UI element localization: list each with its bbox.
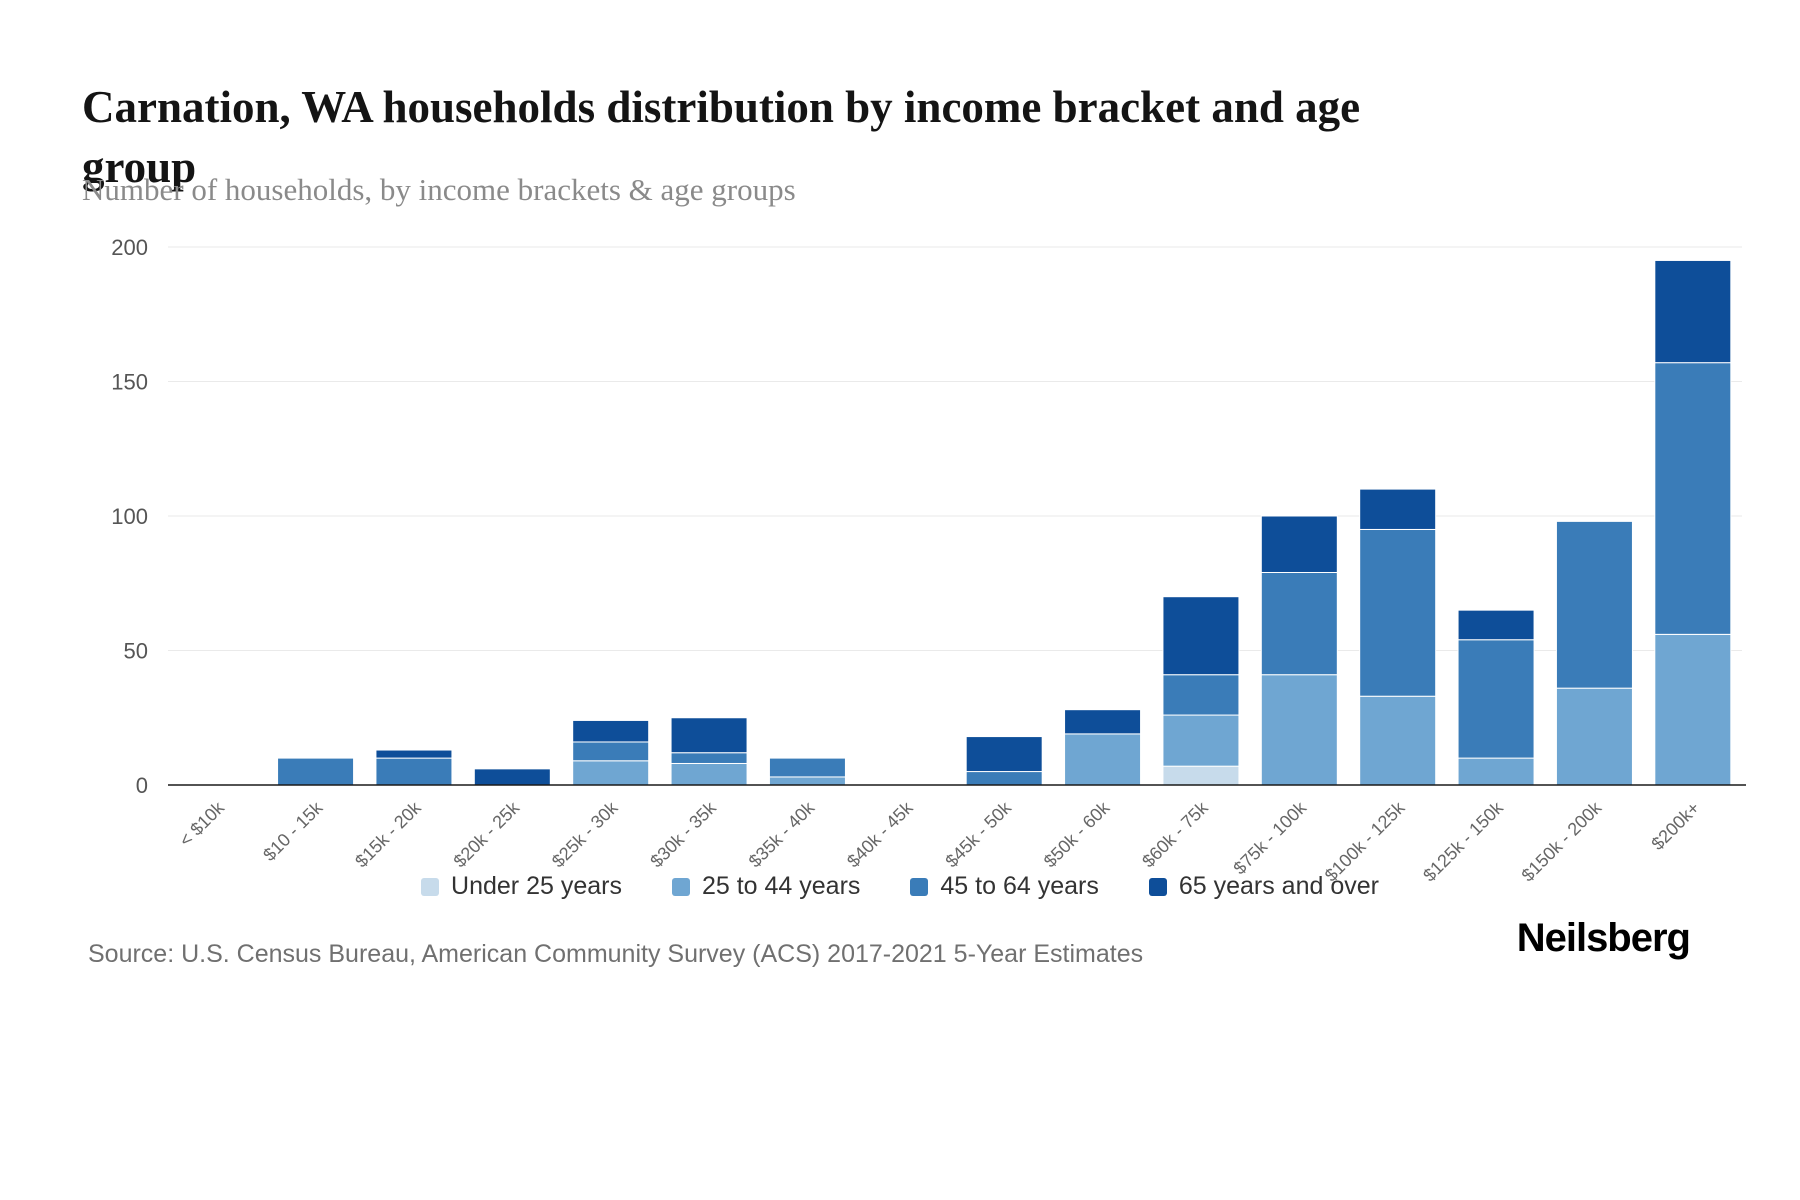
- bar-segment[interactable]: [1260, 571, 1338, 676]
- legend-label: 25 to 44 years: [701, 872, 861, 900]
- bar-segment[interactable]: [965, 736, 1043, 773]
- neilsberg-logo: Neilsberg: [1516, 916, 1691, 960]
- chart-subtitle: Number of households, by income brackets…: [82, 172, 796, 207]
- legend-swatch: [671, 877, 690, 896]
- x-tick-label: $60k - 75k: [1138, 797, 1212, 871]
- x-tick-label: $15k - 20k: [351, 797, 425, 871]
- chart-title: Carnation, WA households distribution by…: [82, 82, 1361, 192]
- bar-segment[interactable]: [965, 771, 1043, 786]
- bar-segment[interactable]: [670, 752, 748, 764]
- legend-swatch: [421, 877, 440, 896]
- y-tick-label: 0: [136, 773, 148, 798]
- bar-segment[interactable]: [473, 768, 551, 786]
- y-tick-label: 150: [111, 370, 148, 395]
- bar-segment[interactable]: [1260, 674, 1338, 786]
- legend-label: 45 to 64 years: [940, 872, 1099, 900]
- bar-segment[interactable]: [1162, 674, 1240, 716]
- bar-segment[interactable]: [670, 762, 748, 786]
- bar-segment[interactable]: [572, 719, 650, 743]
- x-tick-label: $40k - 45k: [843, 797, 917, 871]
- bar-segment[interactable]: [1359, 528, 1437, 697]
- legend-label: Under 25 years: [451, 872, 622, 900]
- y-tick-label: 100: [111, 504, 148, 529]
- x-tick-label: $30k - 35k: [646, 797, 720, 871]
- x-tick-label: $75k - 100k: [1229, 797, 1310, 878]
- legend-swatch: [1148, 877, 1167, 896]
- x-tick-label: < $10k: [175, 797, 228, 850]
- chart-legend: Under 25 years 25 to 44 years 45 to 64 yea…: [0, 872, 1800, 901]
- x-tick-label: $200k+: [1647, 798, 1703, 854]
- bar-segment[interactable]: [1654, 362, 1732, 635]
- x-tick-label: $35k - 40k: [745, 797, 819, 871]
- bar-segment[interactable]: [1654, 633, 1732, 786]
- bar-segment[interactable]: [375, 749, 453, 759]
- source-note: Source: U.S. Census Bureau, American Com…: [88, 940, 1144, 968]
- bar-segment[interactable]: [1654, 259, 1732, 364]
- bar-segment[interactable]: [1457, 757, 1535, 786]
- bar-segment[interactable]: [1555, 687, 1633, 786]
- y-tick-label: 50: [124, 639, 148, 664]
- x-tick-label: $20k - 25k: [450, 797, 524, 871]
- x-tick-label: $50k - 60k: [1040, 797, 1114, 871]
- bar-segment[interactable]: [1457, 609, 1535, 641]
- bar-segment[interactable]: [1162, 596, 1240, 676]
- bar-segment[interactable]: [768, 757, 846, 778]
- bar-segment[interactable]: [277, 757, 355, 786]
- legend-label: 65 years and over: [1178, 872, 1379, 900]
- bar-segment[interactable]: [1162, 765, 1240, 786]
- legend-item[interactable]: 45 to 64 years: [910, 872, 1099, 901]
- bar-segment[interactable]: [375, 757, 453, 786]
- bar-segment[interactable]: [1359, 488, 1437, 530]
- bar-segment[interactable]: [1162, 714, 1240, 767]
- legend-item[interactable]: Under 25 years: [421, 872, 622, 901]
- bar-segment[interactable]: [1359, 695, 1437, 786]
- bar-segment[interactable]: [670, 717, 748, 754]
- bar-segment[interactable]: [1457, 639, 1535, 759]
- bar-segment[interactable]: [1260, 515, 1338, 573]
- bar-segment[interactable]: [572, 741, 650, 762]
- legend-item[interactable]: 65 years and over: [1148, 872, 1379, 901]
- bar-segment[interactable]: [572, 760, 650, 786]
- x-tick-label: $10 - 15k: [259, 797, 327, 865]
- bar-segment[interactable]: [768, 776, 846, 786]
- x-tick-label: $45k - 50k: [941, 797, 1015, 871]
- x-tick-label: $25k - 30k: [548, 797, 622, 871]
- y-tick-label: 200: [111, 235, 148, 260]
- bar-segment[interactable]: [1555, 520, 1633, 689]
- legend-item[interactable]: 25 to 44 years: [671, 872, 861, 901]
- bar-segment[interactable]: [1064, 709, 1142, 735]
- bar-segment[interactable]: [1064, 733, 1142, 786]
- legend-swatch: [910, 877, 929, 896]
